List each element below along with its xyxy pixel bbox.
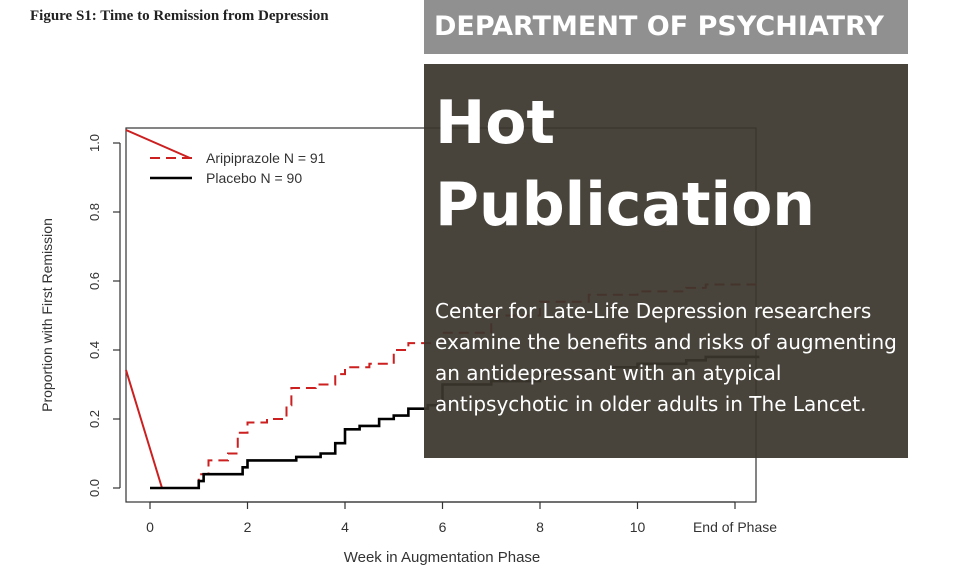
legend-label: Aripiprazole N = 91: [206, 150, 326, 166]
figure-title: Figure S1: Time to Remission from Depres…: [30, 8, 329, 24]
y-tick-label: 1.0: [87, 134, 102, 152]
publication-description: Center for Late-Life Depression research…: [435, 299, 897, 416]
y-axis: 0.0 0.2 0.4 0.6 0.8 1.0: [87, 134, 121, 497]
y-tick-label: 0.0: [87, 479, 102, 497]
x-tick-label: 10: [630, 519, 646, 535]
chart-decor: [125, 129, 191, 489]
y-tick-label: 0.8: [87, 203, 102, 221]
x-axis: 0 2 4 6 8 10 End of Phase: [146, 501, 777, 535]
y-tick-label: 0.2: [87, 410, 102, 428]
x-tick-label: 8: [536, 519, 544, 535]
y-tick-label: 0.6: [87, 272, 102, 290]
x-tick-label: 6: [439, 519, 447, 535]
x-axis-label: Week in Augmentation Phase: [344, 549, 541, 566]
x-tick-label: 2: [244, 519, 252, 535]
decor-line-upper: [125, 129, 191, 159]
decor-line-lower: [125, 369, 163, 489]
publication-card[interactable]: Hot Publication Center for Late-Life Dep…: [424, 64, 908, 458]
x-tick-label: End of Phase: [693, 519, 777, 535]
x-tick-label: 0: [146, 519, 154, 535]
legend: Aripiprazole N = 91 Placebo N = 90: [150, 150, 326, 186]
y-tick-label: 0.4: [87, 341, 102, 359]
headline: Hot Publication: [435, 88, 816, 240]
legend-label: Placebo N = 90: [206, 170, 302, 186]
y-axis-label: Proportion with First Remission: [39, 218, 55, 412]
department-banner: DEPARTMENT OF PSYCHIATRY: [424, 0, 908, 54]
department-name: DEPARTMENT OF PSYCHIATRY: [434, 11, 884, 42]
x-tick-label: 4: [341, 519, 349, 535]
